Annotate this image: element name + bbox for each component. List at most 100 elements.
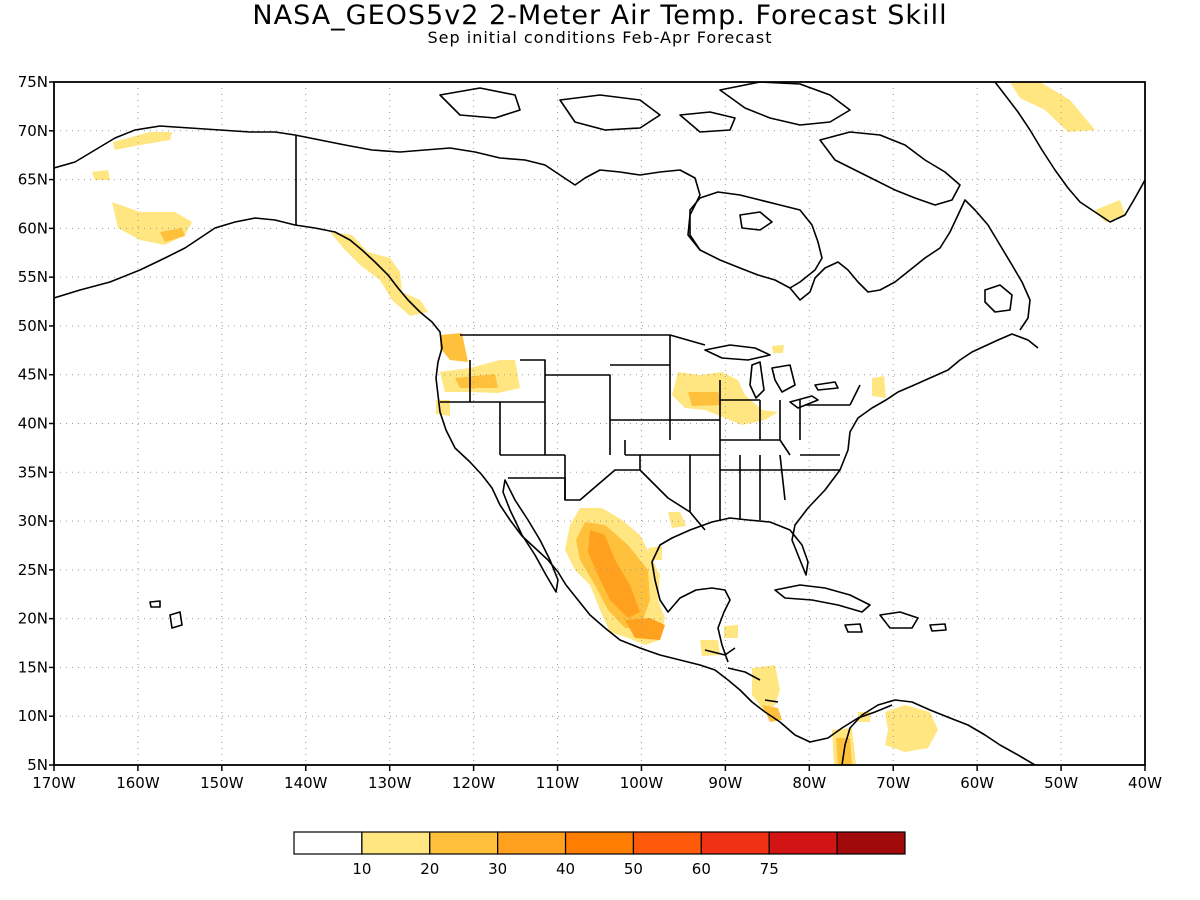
coastlines [54,82,1145,765]
lon-tick-label: 120W [452,774,496,792]
lat-tick-label: 35N [18,463,48,481]
island-devon [679,111,736,133]
lon-tick-label: 130W [368,774,412,792]
colorbar-label: 50 [624,860,643,878]
lake-superior [704,344,771,361]
lon-tick-label: 160W [116,774,160,792]
border-us-canada-49 [460,334,706,346]
colorbar-swatch [700,831,770,855]
island-maui [149,600,161,608]
island-victoria [559,94,661,131]
coastline-canada-north [294,134,1031,331]
lon-tick-label: 140W [284,774,328,792]
skill-area-venezuela [885,705,938,752]
lat-tick-label: 75N [18,73,48,91]
lat-tick-label: 30N [18,512,48,530]
colorbar-swatch [768,831,838,855]
lat-tick-label: 60N [18,219,48,237]
colorbar-label: 30 [488,860,507,878]
skill-area-iowa-core [688,392,722,406]
colorbar-label: 75 [760,860,779,878]
lat-tick-label: 45N [18,366,48,384]
island-hawaii [169,611,183,629]
longitude-axis: 170W 160W 150W 140W 130W 120W 110W 100W 90W 80W 70… [32,765,1162,792]
colorbar-swatch [361,831,431,855]
coastline-north-america-west [54,217,893,743]
skill-area-east-coast [872,376,886,398]
island-banks [439,87,521,119]
coastline-gulf-east [651,333,1039,663]
lat-tick-label: 65N [18,171,48,189]
colorbar: 10 20 30 40 50 60 75 [293,831,906,878]
colorbar-label: 10 [352,860,371,878]
lat-tick-label: 50N [18,317,48,335]
colorbar-label: 40 [556,860,575,878]
island-jamaica [844,623,863,633]
map-frame [53,81,1146,766]
graticule [54,82,1145,765]
lat-tick-label: 25N [18,561,48,579]
coastline-alaska-north [54,125,296,169]
skill-area-alaska-south [112,202,192,245]
latitude-axis: 75N 70N 65N 60N 55N 50N 45N 40N 35N 30N 25N 20N 15N 1… [18,73,54,774]
map-title: NASA_GEOS5v2 2-Meter Air Temp. Forecast … [252,0,948,31]
border-central-america [704,647,779,703]
colorbar-label: 20 [420,860,439,878]
lat-tick-label: 70N [18,122,48,140]
island-baffin [819,131,961,206]
lat-tick-label: 20N [18,610,48,628]
island-puerto-rico [929,623,947,632]
skill-area-greenland-south [1095,200,1125,222]
lat-tick-label: 10N [18,707,48,725]
skill-area-gulf-coast [648,546,662,560]
skill-area-yucatan-east [724,625,738,638]
skill-area-alaska-south-core [160,228,185,242]
coastline-greenland [994,82,1145,223]
colorbar-swatch [429,831,499,855]
skill-area-costa-rica [762,705,782,722]
colorbar-swatch [293,831,363,855]
lat-tick-label: 40N [18,415,48,433]
lat-tick-label: 15N [18,658,48,676]
lat-tick-label: 55N [18,268,48,286]
border-us-states-west [440,335,721,520]
skill-area-mexico-inner [588,530,640,618]
lon-tick-label: 170W [32,774,76,792]
lon-tick-label: 150W [200,774,244,792]
lake-michigan [749,361,765,399]
coastline-baja [502,479,559,593]
lake-huron [771,364,796,393]
skill-area-iowa [672,372,778,425]
skill-area-greenland-east [1010,82,1095,132]
skill-area-bc-coast [330,232,428,316]
coastline-south-america [841,699,1036,765]
lon-tick-label: 110W [536,774,580,792]
lon-tick-label: 90W [708,774,742,792]
skill-area-alaska-north [113,132,172,150]
island-southampton [739,211,773,231]
lon-tick-label: 70W [876,774,910,792]
lon-tick-label: 60W [960,774,994,792]
colorbar-swatch [497,831,567,855]
skill-area-washington [440,333,468,362]
colorbar-swatch [564,831,635,855]
lon-tick-label: 40W [1128,774,1162,792]
colorbar-swatch [836,831,906,855]
island-newfoundland [984,284,1013,313]
coastline-hudson-bay [689,191,823,289]
lon-tick-label: 100W [620,774,664,792]
island-cuba [774,584,871,613]
map-subtitle: Sep initial conditions Feb-Apr Forecast [427,28,773,47]
skill-area-texas-border [668,512,686,528]
lake-ontario [814,381,839,391]
colorbar-label: 60 [692,860,711,878]
island-hispaniola [879,611,919,629]
border-us-states-east [720,384,861,520]
skill-area-great-lakes [772,345,784,353]
skill-area-oregon-core [455,374,498,388]
lat-tick-label: 5N [27,756,48,774]
skill-area-alaska-west [92,170,110,180]
lon-tick-label: 80W [792,774,826,792]
skill-area-honduras [752,665,780,712]
